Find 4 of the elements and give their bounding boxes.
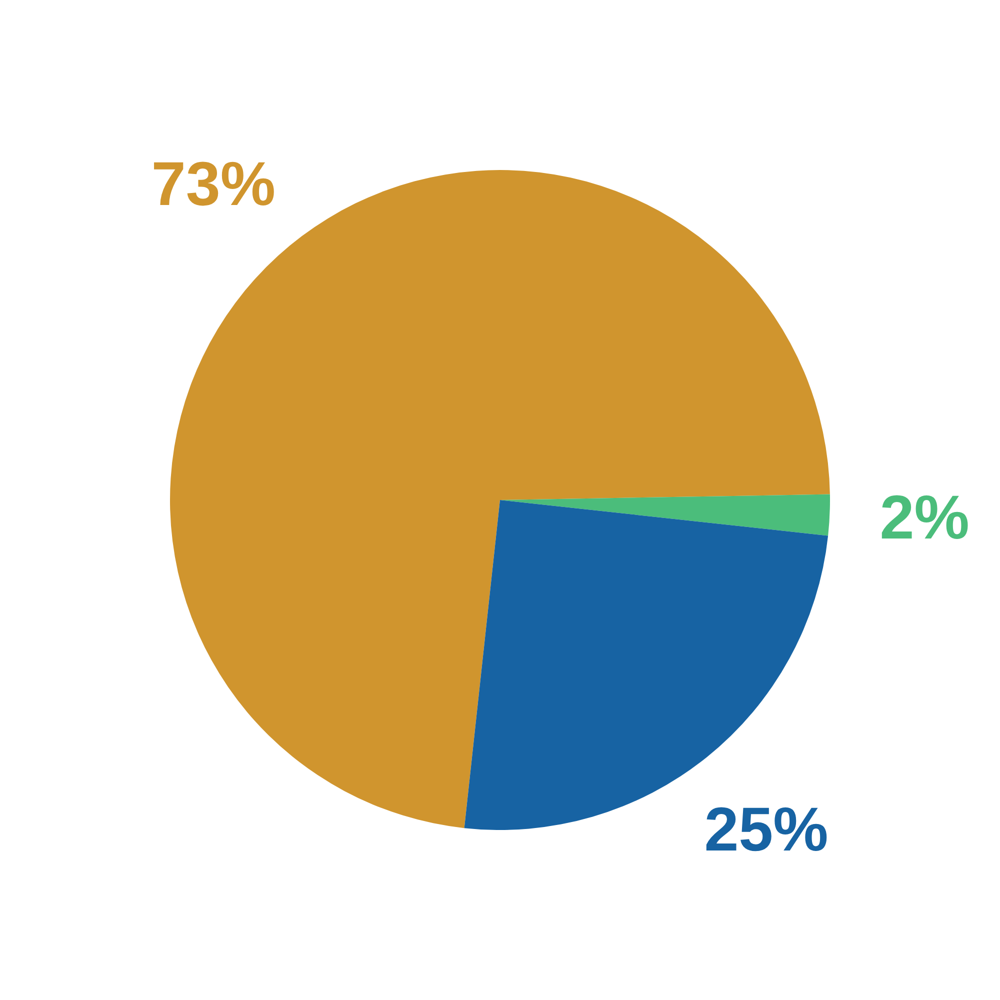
pie-slice: [500, 494, 830, 536]
data-label: 25%: [704, 795, 828, 864]
data-label: 73%: [151, 150, 276, 220]
data-label: 2%: [880, 483, 970, 552]
